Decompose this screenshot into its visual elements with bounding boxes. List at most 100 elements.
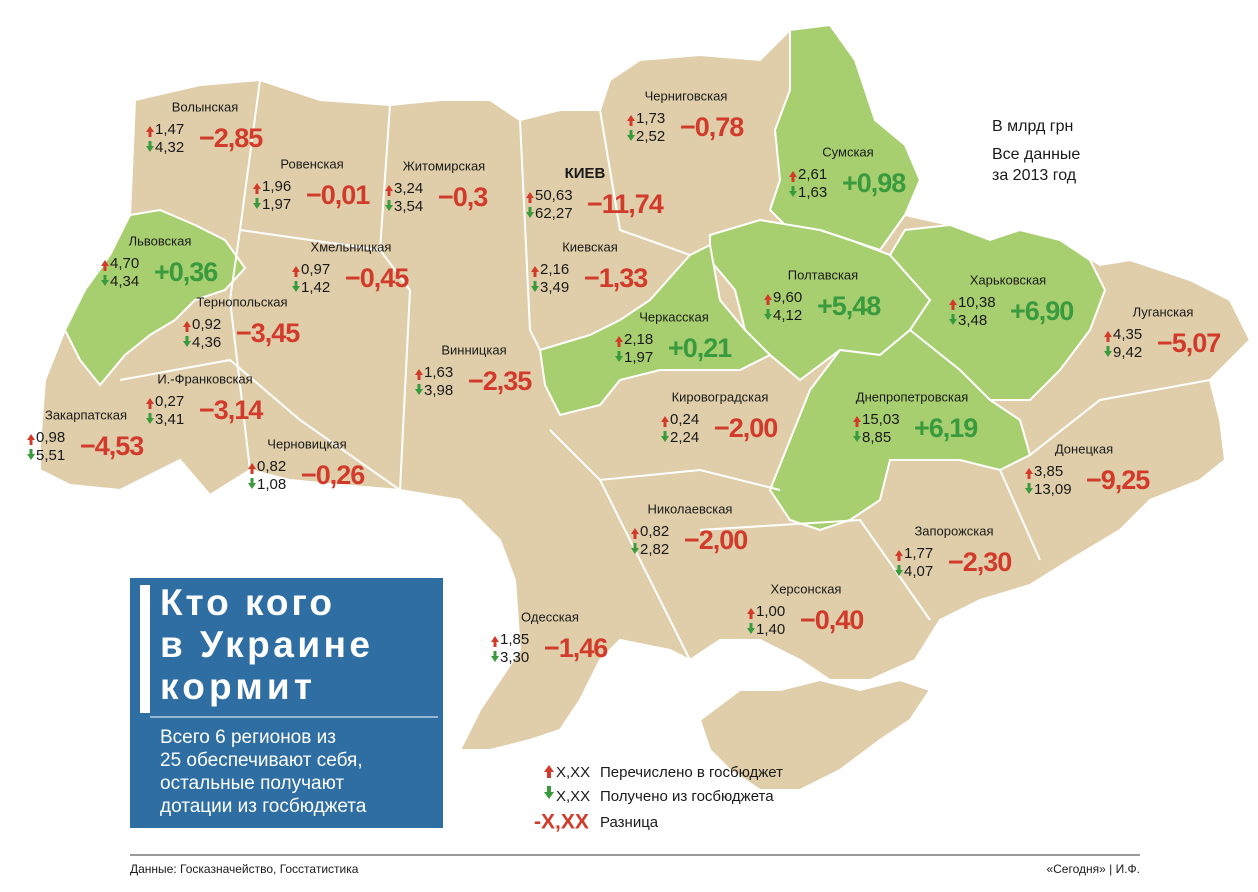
difference-value: −1,46	[544, 633, 608, 663]
region-name: Херсонская	[771, 581, 842, 596]
down-arrow	[1104, 346, 1112, 357]
down-arrow	[27, 449, 35, 460]
title: в Украине	[160, 624, 370, 665]
paid-value: 0,97	[301, 261, 330, 278]
paid-value: 0,98	[36, 429, 65, 446]
down-arrow	[491, 651, 499, 662]
region-name: Киевская	[562, 239, 618, 254]
difference-value: −0,78	[680, 112, 744, 142]
subtitle: 25 обеспечивают себя,	[160, 750, 363, 771]
difference-value: −2,35	[468, 366, 532, 396]
received-value: 3,48	[958, 312, 987, 329]
difference-value: −0,3	[438, 182, 488, 212]
paid-value: 1,00	[756, 603, 785, 620]
title-bar	[140, 585, 150, 713]
difference-value: +0,36	[154, 257, 218, 287]
down-arrow	[764, 309, 772, 320]
subtitle: остальные получают	[160, 773, 344, 794]
down-arrow	[544, 786, 554, 799]
legend-label: Получено из госбюджета	[600, 788, 774, 805]
region-name: Николаевская	[648, 501, 733, 516]
paid-value: 1,96	[262, 178, 291, 195]
down-arrow	[1025, 483, 1033, 494]
up-arrow	[385, 185, 393, 196]
received-value: 3,30	[500, 649, 529, 666]
down-arrow	[895, 565, 903, 576]
region-name: Полтавская	[788, 267, 858, 282]
down-arrow	[789, 186, 797, 197]
received-value: 4,36	[192, 334, 221, 351]
crimea-outline	[698, 678, 932, 791]
paid-value: 9,60	[773, 289, 802, 306]
difference-value: +5,48	[817, 291, 881, 321]
paid-value: 0,92	[192, 316, 221, 333]
up-arrow	[949, 299, 957, 310]
region-name: Винницкая	[441, 342, 506, 357]
region-name: Черниговская	[645, 88, 728, 103]
region-fill	[63, 208, 247, 387]
paid-value: 0,27	[155, 393, 184, 410]
difference-value: −1,33	[584, 263, 648, 293]
down-arrow	[248, 478, 256, 489]
year-note: Все данные	[992, 146, 1080, 163]
region-name: Тернопольская	[196, 294, 287, 309]
paid-value: 1,47	[155, 121, 184, 138]
difference-value: −0,45	[345, 263, 409, 293]
border	[599, 109, 691, 256]
border	[519, 119, 541, 351]
received-value: 4,12	[773, 307, 802, 324]
title: Кто кого	[160, 582, 332, 623]
region-name: И.-Франковская	[157, 371, 252, 386]
paid-value: 0,82	[640, 523, 669, 540]
down-arrow	[526, 207, 534, 218]
region-fills	[63, 23, 1107, 532]
up-arrow	[627, 115, 635, 126]
paid-value: 2,61	[798, 166, 827, 183]
difference-value: −2,85	[199, 123, 263, 153]
up-arrow	[615, 336, 623, 347]
paid-value: 2,18	[624, 331, 653, 348]
unit-note: В млрд грн	[992, 118, 1073, 135]
down-arrow	[627, 130, 635, 141]
up-arrow	[292, 266, 300, 277]
down-arrow	[101, 275, 109, 286]
down-arrow	[415, 384, 423, 395]
up-arrow	[146, 126, 154, 137]
down-arrow	[385, 200, 393, 211]
region-name: Закарпатская	[45, 407, 127, 422]
up-arrow	[248, 463, 256, 474]
region-fill	[538, 243, 772, 417]
down-arrow	[253, 198, 261, 209]
border	[119, 358, 401, 491]
legend-sample: X,XX	[556, 788, 590, 805]
paid-value: 50,63	[535, 187, 573, 204]
up-arrow	[661, 416, 669, 427]
up-arrow	[747, 608, 755, 619]
paid-value: 1,73	[636, 110, 665, 127]
received-value: 4,07	[904, 563, 933, 580]
received-value: 2,82	[640, 541, 669, 558]
region-name: Львовская	[129, 233, 192, 248]
down-arrow	[183, 336, 191, 347]
region-borders	[119, 79, 1211, 661]
paid-value: 15,03	[862, 411, 900, 428]
difference-value: −0,40	[800, 605, 863, 635]
down-arrow	[747, 623, 755, 634]
paid-value: 1,85	[500, 631, 529, 648]
difference-value: +0,98	[842, 168, 906, 198]
border	[228, 79, 261, 471]
region-name: Днепропетровская	[856, 389, 968, 404]
border	[699, 518, 931, 621]
down-arrow	[292, 281, 300, 292]
country-outline	[39, 23, 1252, 751]
border	[1029, 379, 1211, 456]
received-value: 4,34	[110, 273, 139, 290]
credit: «Сегодня» | И.Ф.	[1046, 862, 1140, 876]
received-value: 3,54	[394, 198, 423, 215]
region-name: Ровенская	[280, 156, 343, 171]
received-value: 2,24	[670, 429, 699, 446]
title: кормит	[160, 666, 312, 707]
received-value: 5,51	[36, 447, 65, 464]
difference-value: −3,45	[236, 318, 300, 348]
